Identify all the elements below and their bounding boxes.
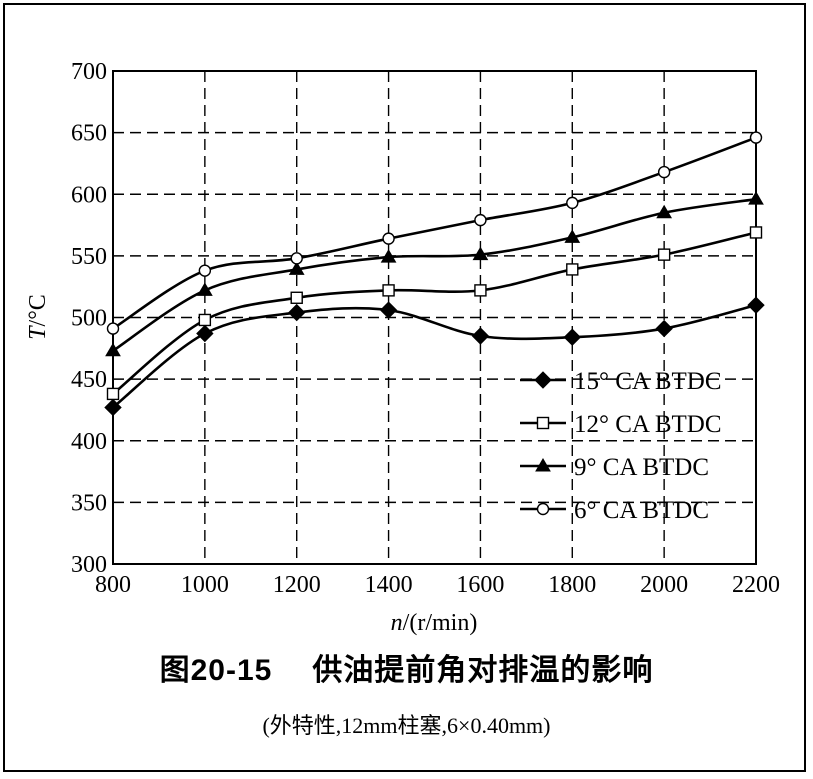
y-ticks: 300 350 400 450 500 550 600 650 700 [71,59,107,578]
data-point [536,416,550,430]
data-point [471,327,490,345]
series-3 [105,191,764,357]
x-tick-label: 2000 [640,572,688,598]
y-axis-label: T/°C [25,294,51,340]
x-tick-label: 2200 [732,572,780,598]
legend: 15° CA BTDC 12° CA BTDC 9° CA BTDC 6° CA BT… [520,368,722,524]
data-point [564,229,581,243]
series-line [112,136,757,330]
plot-area-border [112,70,757,565]
data-point [196,324,214,343]
data-point [657,248,671,261]
data-point [563,328,581,346]
y-tick-label: 400 [71,429,107,455]
y-tick-label: 550 [71,244,107,270]
data-point [106,322,120,335]
data-point [749,226,763,239]
data-point [288,303,306,322]
data-point [656,204,673,219]
data-point [379,301,398,319]
data-point [657,165,671,179]
y-axis-label-var: T [25,325,51,340]
data-point [198,313,212,327]
x-tick-label: 1400 [365,572,413,598]
data-point [749,131,763,144]
data-point [382,232,395,245]
x-axis-label-var: n [391,610,403,636]
x-tick-label: 800 [95,572,131,598]
data-point [474,284,487,297]
series-4 [106,131,763,335]
series-2 [106,226,763,401]
data-point [566,263,579,276]
legend-label: 9° CA BTDC [574,454,709,481]
data-point [382,284,395,297]
x-tick-label: 1200 [273,572,321,598]
data-point [535,458,551,472]
x-tick-label: 1800 [548,572,596,598]
legend-item-3: 9° CA BTDC [520,454,709,481]
data-point [748,191,764,205]
x-axis-label: n/(r/min) [391,610,478,636]
data-point [655,319,673,338]
data-point [106,387,120,401]
legend-item-2: 12° CA BTDC [520,411,722,438]
data-point [105,342,121,357]
chart: 800 1000 1200 1400 1600 1800 2000 2200 300 350 40… [25,59,780,636]
data-point [290,291,303,304]
legend-label: 6° CA BTDC [574,497,709,524]
y-tick-label: 650 [71,121,107,147]
data-point [290,252,303,265]
figure-caption-subtitle: (外特性,12mm柱塞,6×0.40mm) [262,713,551,738]
data-point [566,196,579,210]
data-point [196,282,213,296]
x-tick-label: 1000 [181,572,229,598]
legend-label: 12° CA BTDC [574,411,722,438]
data-point [534,371,552,389]
y-tick-label: 700 [71,59,107,85]
series-group [104,131,765,417]
data-point [288,261,305,275]
figure-number: 图20-15 [159,654,273,687]
legend-item-4: 6° CA BTDC [520,497,709,524]
y-tick-label: 500 [71,306,107,332]
x-tick-label: 1600 [456,572,504,598]
data-point [472,246,489,261]
figure-title: 供油提前角对排温的影响 [312,653,654,688]
x-axis-label-unit: /(r/min) [403,610,478,636]
data-point [747,296,765,314]
y-tick-label: 350 [71,490,107,516]
x-ticks: 800 1000 1200 1400 1600 1800 2000 2200 [95,572,780,598]
legend-item-1: 15° CA BTDC [520,368,722,395]
y-tick-label: 450 [71,367,107,393]
data-point [380,249,397,263]
data-point [474,213,487,227]
y-tick-label: 300 [71,552,107,578]
legend-label: 15° CA BTDC [574,368,722,395]
data-point [104,398,122,417]
data-point [198,264,212,277]
y-axis-label-unit: /°C [25,294,51,326]
y-tick-label: 600 [71,182,107,208]
series-1 [104,296,765,417]
figure-caption-title: 图20-15 供油提前角对排温的影响 [0,645,813,689]
data-point [536,502,550,516]
